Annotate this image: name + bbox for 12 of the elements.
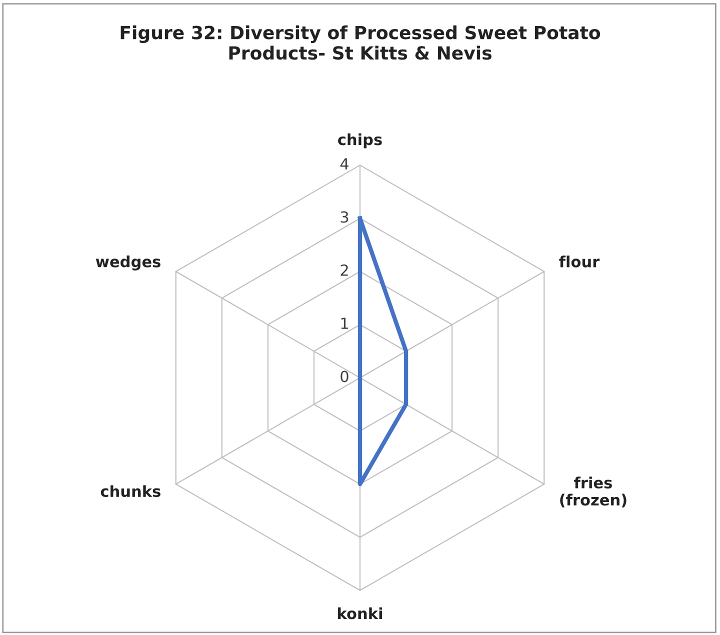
y-tick-label: 3 [340, 211, 348, 223]
spoke-label: fries (frozen) [560, 476, 626, 508]
spoke-label: wedges [96, 256, 160, 270]
spoke-label: chunks [100, 485, 160, 498]
spoke-label: konki [338, 607, 382, 620]
chart-title: Figure 32: Diversity of Processed Sweet Potato Products- St Kitts & Nevis [120, 25, 600, 60]
y-tick-label: 1 [341, 318, 348, 329]
y-tick-label: 0 [340, 370, 348, 382]
y-tick-label: 2 [340, 264, 348, 276]
y-tick-label: 4 [340, 158, 349, 170]
spoke-label: chips [338, 133, 382, 148]
spoke-label: flour [559, 256, 600, 268]
